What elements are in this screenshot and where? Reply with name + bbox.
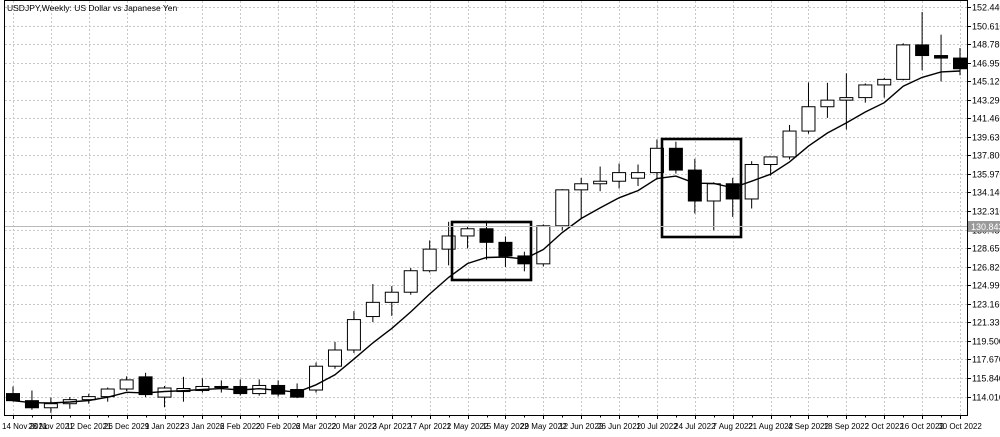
moving-average-line	[12, 70, 961, 404]
bear-candle	[479, 220, 494, 260]
bull-candle	[536, 224, 551, 267]
pattern-highlight-rectangle-1[interactable]	[450, 220, 533, 282]
date-axis-label: 16 Oct 2022	[900, 422, 944, 431]
svg-text:130.843: 130.843	[971, 222, 1000, 232]
bull-candle	[593, 166, 608, 192]
price-axis-label: 114.010	[972, 393, 1000, 403]
date-axis-label: 29 May 2022	[520, 422, 567, 431]
bull-candle	[403, 267, 418, 295]
bull-candle	[839, 73, 854, 130]
bear-candle	[24, 390, 39, 410]
bull-candle	[763, 156, 778, 176]
bull-candle	[460, 226, 475, 249]
date-axis-label: 12 Dec 2021	[66, 422, 112, 431]
bull-candle	[631, 164, 646, 186]
price-axis-label: 150.610	[972, 22, 1000, 32]
price-axis-label: 137.800	[972, 151, 1000, 161]
date-axis-label: 17 Apr 2022	[408, 422, 452, 431]
bear-candle	[290, 383, 305, 399]
price-axis-label: 128.650	[972, 244, 1000, 254]
price-axis-label: 134.140	[972, 188, 1000, 198]
price-axis-label: 141.460	[972, 114, 1000, 124]
date-axis-label: 18 Sep 2022	[824, 422, 870, 431]
bear-candle	[668, 141, 683, 174]
price-axis-label: 143.290	[972, 96, 1000, 106]
candles-layer	[6, 11, 967, 413]
date-axis-label: 23 Jan 2022	[180, 422, 225, 431]
bull-candle	[858, 83, 873, 103]
date-axis-label: 12 Jun 2022	[559, 422, 604, 431]
pattern-highlight-rectangle-2[interactable]	[660, 137, 743, 239]
bull-candle	[877, 77, 892, 98]
date-axis-label: 4 Sep 2022	[788, 422, 829, 431]
date-axis-label: 3 Apr 2022	[372, 422, 411, 431]
bear-candle	[953, 47, 967, 76]
bull-candle	[612, 163, 627, 189]
price-axis-label: 126.820	[972, 263, 1000, 273]
date-axis-label: 24 Jul 2022	[674, 422, 716, 431]
price-axis-label: 117.670	[972, 355, 1000, 365]
bull-candle	[422, 240, 437, 273]
bid-price-label: 130.843	[968, 221, 1000, 232]
chart-title: USDJPY,Weekly: US Dollar vs Japanese Yen	[7, 3, 178, 13]
date-axis-label: 9 Jan 2022	[145, 422, 185, 431]
bull-candle	[309, 362, 324, 393]
date-axis-label: 26 Jun 2022	[597, 422, 642, 431]
date-axis-label: 14 Nov 2021	[2, 422, 48, 431]
bear-candle	[915, 11, 930, 71]
price-axis-label: 152.440	[972, 3, 1000, 13]
price-axis-label: 121.330	[972, 318, 1000, 328]
date-axis-label: 28 Nov 2021	[28, 422, 74, 431]
price-axis-label: 146.950	[972, 59, 1000, 69]
date-axis-label: 6 Feb 2022	[220, 422, 261, 431]
price-axis-label: 135.970	[972, 170, 1000, 180]
bull-candle	[896, 43, 911, 81]
bull-candle	[81, 393, 96, 404]
bull-candle	[214, 380, 229, 393]
date-axis-label: 20 Feb 2022	[256, 422, 301, 431]
bull-candle	[346, 311, 361, 354]
bull-candle	[119, 376, 134, 392]
bull-candle	[649, 139, 664, 180]
bull-candle	[43, 397, 58, 413]
bull-candle	[365, 284, 380, 323]
bear-candle	[687, 158, 702, 214]
price-axis-label: 145.120	[972, 77, 1000, 87]
date-axis-label: 15 May 2022	[482, 422, 529, 431]
bear-candle	[934, 34, 949, 82]
date-axis-label: 1 May 2022	[447, 422, 489, 431]
date-axis-label: 30 Oct 2022	[938, 422, 982, 431]
price-axis-label: 132.310	[972, 207, 1000, 217]
bull-candle	[820, 82, 835, 118]
bull-candle	[555, 189, 570, 231]
price-axis-label: 124.990	[972, 281, 1000, 291]
price-axis-label: 139.630	[972, 133, 1000, 143]
bear-candle	[498, 236, 513, 267]
bear-candle	[725, 177, 740, 217]
date-axis-label: 2 Oct 2022	[865, 422, 905, 431]
date-axis-label: 6 Mar 2022	[296, 422, 337, 431]
bull-candle	[574, 177, 589, 220]
date-axis-label: 26 Dec 2021	[104, 422, 150, 431]
date-axis-label: 10 Jul 2022	[636, 422, 678, 431]
bull-candle	[384, 286, 399, 316]
bull-candle	[801, 82, 816, 134]
date-axis-label: 21 Aug 2022	[748, 422, 793, 431]
price-axis-label: 115.840	[972, 374, 1000, 384]
bull-candle	[327, 341, 342, 369]
price-axis-label: 123.160	[972, 300, 1000, 310]
plot-border	[4, 0, 968, 416]
price-axis-label: 119.500	[972, 337, 1000, 347]
bear-candle	[6, 386, 20, 402]
date-axis-label: 20 Mar 2022	[331, 422, 376, 431]
date-axis-label: 7 Aug 2022	[712, 422, 753, 431]
bull-candle	[782, 124, 797, 160]
price-axis-label: 148.780	[972, 40, 1000, 50]
